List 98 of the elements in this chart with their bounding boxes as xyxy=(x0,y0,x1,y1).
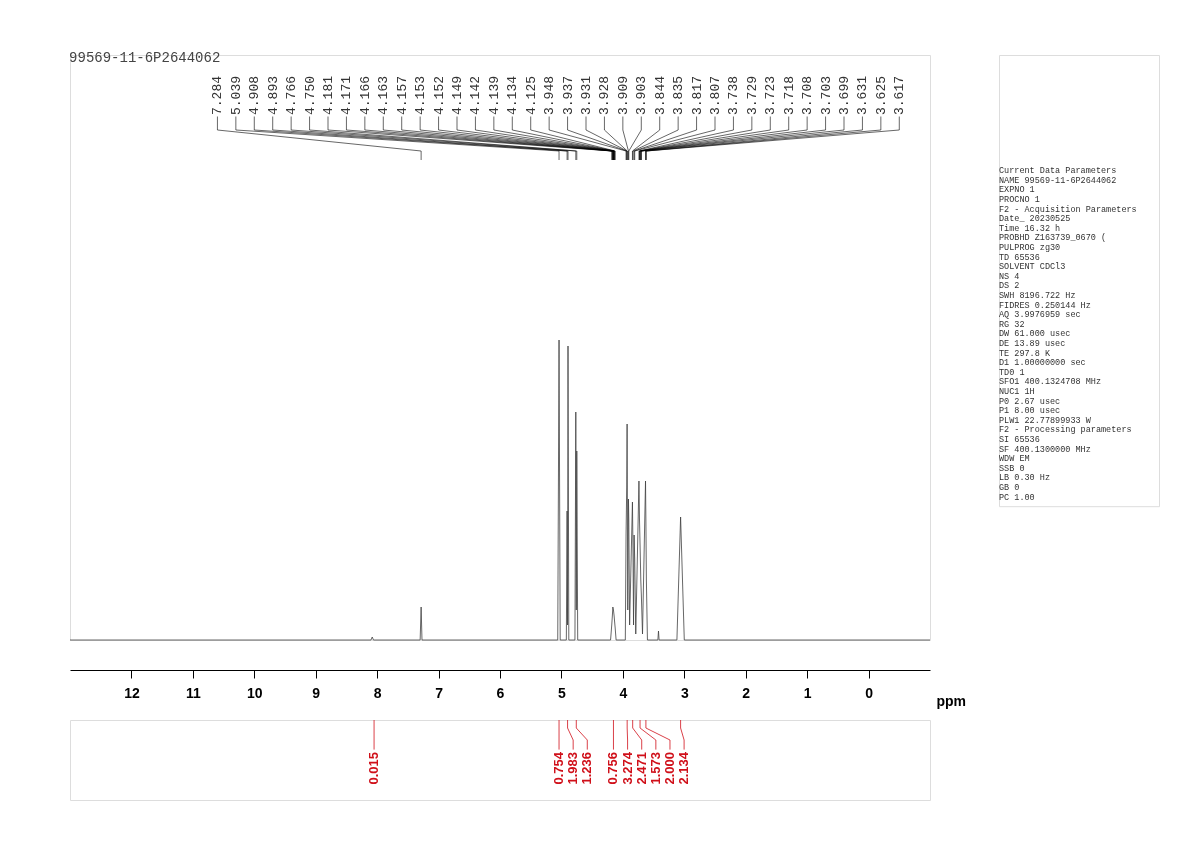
annotation: 3.617 xyxy=(892,75,908,115)
text: TD 65536 xyxy=(999,252,1040,263)
x-tick-label: 7 xyxy=(435,684,444,701)
annotation: 4.134 xyxy=(505,75,521,115)
annotation: 4.750 xyxy=(302,75,318,115)
annotation: 4.766 xyxy=(284,75,300,115)
text: PULPROG zg30 xyxy=(999,243,1061,253)
annotation: 2.471 xyxy=(633,752,649,785)
annotation: 3.738 xyxy=(726,75,742,115)
text: SSB 0 xyxy=(999,463,1025,474)
annotation: 4.908 xyxy=(247,75,263,115)
annotation: 4.163 xyxy=(376,75,392,115)
text: SWH 8196.722 Hz xyxy=(999,291,1076,301)
annotation: 3.844 xyxy=(652,75,668,115)
text: EXPNO 1 xyxy=(999,185,1035,196)
annotation: 3.723 xyxy=(763,75,779,115)
annotation: 4.157 xyxy=(394,75,410,115)
text: P1 8.00 usec xyxy=(999,406,1061,417)
x-axis-title: ppm xyxy=(936,692,967,709)
annotation: 3.703 xyxy=(818,75,834,115)
text: D1 1.00000000 sec xyxy=(999,358,1086,369)
text: FIDRES 0.250144 Hz xyxy=(999,300,1091,311)
annotation: 3.807 xyxy=(708,75,723,115)
annotation: 2.134 xyxy=(676,751,692,785)
annotation: 3.817 xyxy=(689,75,705,115)
annotation: 4.125 xyxy=(523,75,539,115)
text: PROBHD Z163739_0670 ( xyxy=(999,233,1107,244)
text: P0 2.67 usec xyxy=(999,396,1061,407)
text: F2 - Acquisition Parameters xyxy=(999,204,1137,215)
annotation: 3.718 xyxy=(781,75,797,115)
annotation: 4.181 xyxy=(321,75,336,115)
text: Date_ 20230525 xyxy=(999,214,1071,225)
text: PROCNO 1 xyxy=(999,195,1040,205)
text: SOLVENT CDCl3 xyxy=(999,262,1066,273)
text: NUC1 1H xyxy=(999,387,1035,397)
text: NS 4 xyxy=(999,271,1020,282)
annotation: 0.754 xyxy=(551,751,567,785)
annotation: 4.139 xyxy=(486,75,502,115)
text: TE 297.8 K xyxy=(999,348,1051,359)
annotation: 0.756 xyxy=(605,752,621,785)
text: DE 13.89 usec xyxy=(999,339,1066,349)
annotation: 3.937 xyxy=(560,75,576,115)
annotation: 1.236 xyxy=(579,752,595,785)
text: SFO1 400.1324708 MHz xyxy=(999,377,1102,388)
annotation: 3.928 xyxy=(597,75,613,115)
text: SI 65536 xyxy=(999,435,1040,445)
annotation: 2.000 xyxy=(661,752,677,785)
x-tick-label: 12 xyxy=(124,684,140,701)
text: DW 61.000 usec xyxy=(999,329,1071,340)
x-tick-label: 10 xyxy=(247,684,263,701)
x-tick-label: 0 xyxy=(865,684,874,701)
text: TD0 1 xyxy=(999,367,1025,378)
annotation: 3.631 xyxy=(855,75,871,115)
text: RG 32 xyxy=(999,319,1025,330)
x-tick-label: 2 xyxy=(742,684,751,701)
x-tick-label: 6 xyxy=(496,684,505,701)
annotation: 3.625 xyxy=(873,75,889,115)
annotation: 1.983 xyxy=(565,752,581,785)
x-tick-label: 1 xyxy=(803,684,812,701)
annotation: 3.708 xyxy=(800,75,816,115)
text: GB 0 xyxy=(999,483,1020,493)
annotation: 4.149 xyxy=(450,75,465,115)
x-tick-label: 4 xyxy=(619,684,628,701)
annotation: 3.909 xyxy=(615,75,631,115)
chart-title: 99569-11-6P2644062 xyxy=(69,49,221,66)
annotation: 3.729 xyxy=(744,75,760,115)
text: SF 400.1300000 MHz xyxy=(999,444,1091,455)
x-tick-label: 5 xyxy=(558,684,567,701)
text: WDW EM xyxy=(999,454,1030,465)
x-tick-label: 11 xyxy=(185,684,201,701)
x-tick-label: 9 xyxy=(312,684,321,701)
annotation: 4.171 xyxy=(339,75,355,115)
text: NAME 99569-11-6P2644062 xyxy=(999,175,1117,186)
text: PLW1 22.77899933 W xyxy=(999,415,1092,426)
annotation: 4.166 xyxy=(357,75,373,115)
x-tick-label: 3 xyxy=(680,684,689,701)
annotation: 3.948 xyxy=(542,75,558,115)
annotation: 3.699 xyxy=(837,75,852,115)
text: Current Data Parameters xyxy=(999,166,1117,177)
text: LB 0.30 Hz xyxy=(999,473,1051,484)
annotation: 5.039 xyxy=(228,75,244,115)
annotation: 4.142 xyxy=(468,75,484,115)
annotation: 3.835 xyxy=(671,75,687,115)
annotation: 7.284 xyxy=(210,75,226,115)
annotation: 3.931 xyxy=(579,75,594,115)
annotation: 0.015 xyxy=(366,752,382,785)
annotation: 1.573 xyxy=(647,752,663,785)
annotation: 4.153 xyxy=(413,75,429,115)
annotation: 3.274 xyxy=(619,751,635,785)
text: PC 1.00 xyxy=(999,492,1035,503)
x-tick-label: 8 xyxy=(373,684,382,701)
text: AQ 3.9976959 sec xyxy=(999,310,1081,321)
text: F2 - Processing parameters xyxy=(999,425,1132,436)
text: Time 16.32 h xyxy=(999,223,1061,234)
annotation: 4.152 xyxy=(431,75,447,115)
text: DS 2 xyxy=(999,281,1020,292)
annotation: 3.903 xyxy=(634,75,650,115)
annotation: 4.893 xyxy=(265,75,281,115)
